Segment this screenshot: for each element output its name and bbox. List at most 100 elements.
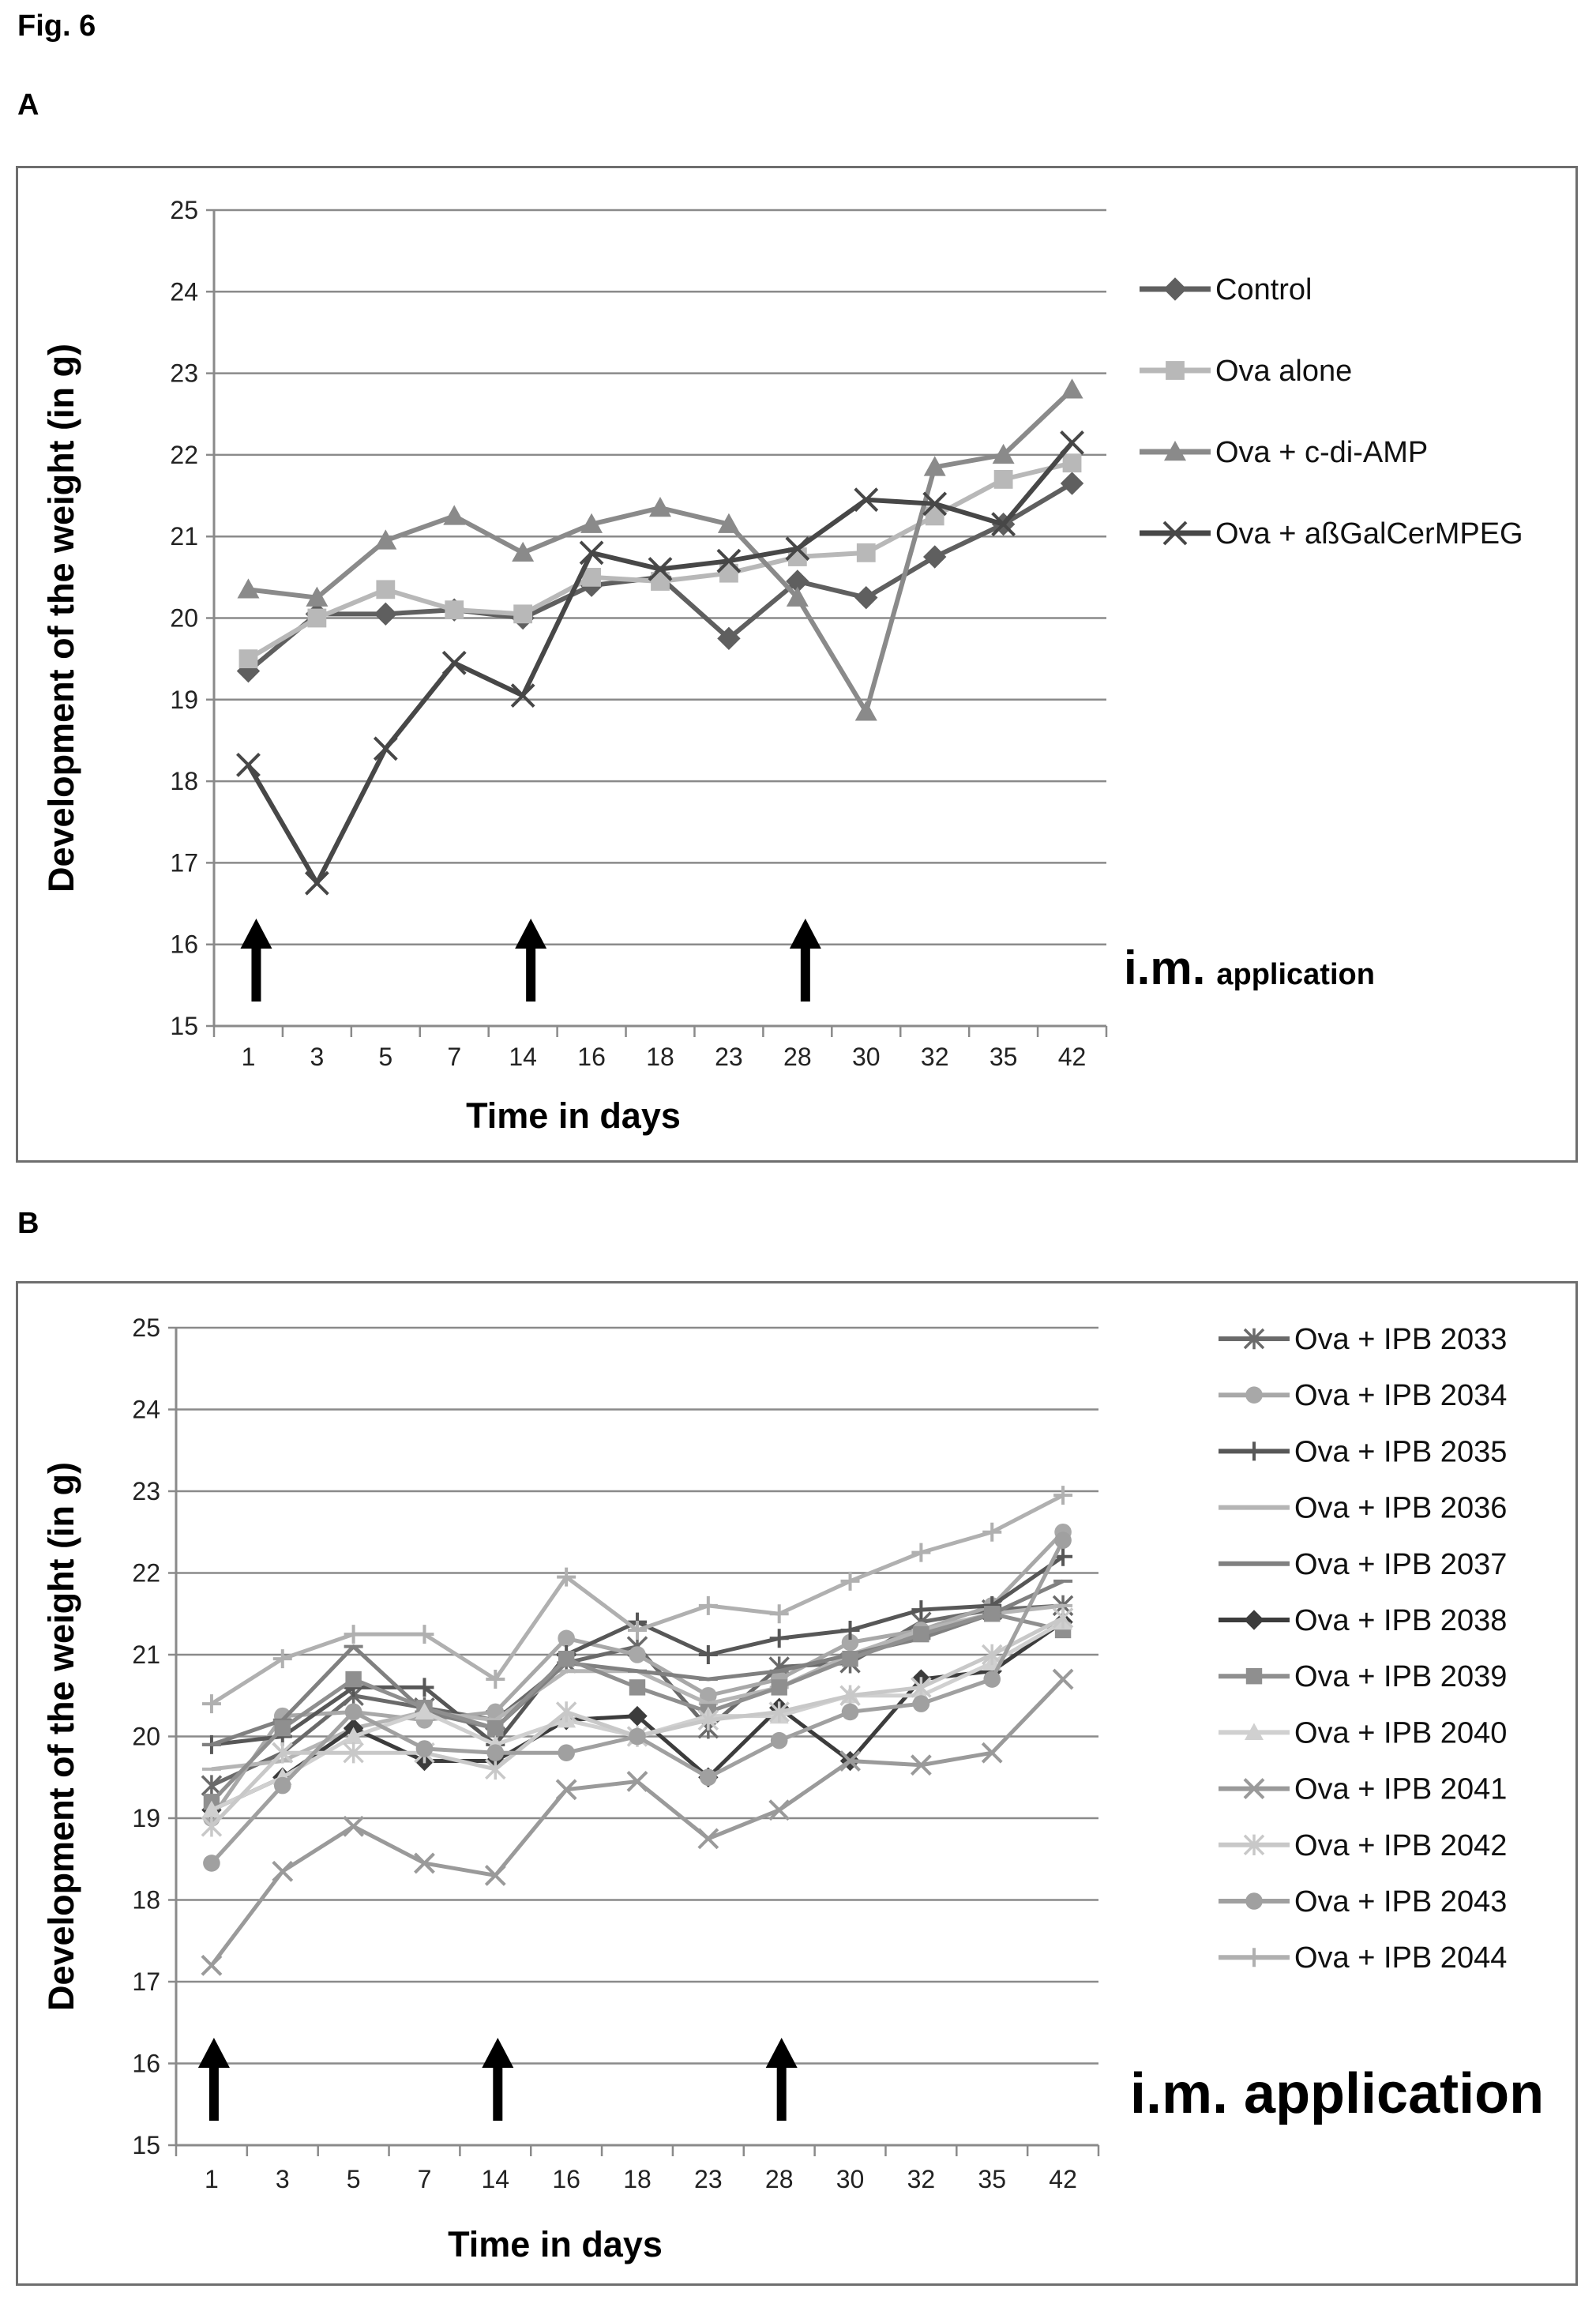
legend-marker — [1245, 1948, 1264, 1967]
data-point — [307, 608, 327, 628]
data-point — [913, 1625, 929, 1643]
data-point — [485, 1758, 506, 1780]
legend-marker — [1244, 1610, 1264, 1630]
panel-label-b: B — [17, 1207, 39, 1240]
data-point — [580, 513, 603, 533]
data-point — [700, 1768, 717, 1787]
data-point — [557, 1567, 576, 1587]
data-point — [510, 683, 535, 708]
x-tick-label: 5 — [378, 1043, 392, 1071]
data-point — [717, 626, 741, 651]
data-point — [487, 1719, 504, 1737]
legend-item-ova-ipb-2034: Ova + IPB 2034 — [1219, 1379, 1507, 1412]
series-line — [209, 1531, 1065, 1820]
x-tick-label: 1 — [205, 2165, 219, 2193]
data-point — [555, 1779, 577, 1801]
x-tick-label: 30 — [852, 1043, 881, 1071]
x-tick-label: 28 — [765, 2165, 794, 2193]
data-point — [513, 604, 533, 624]
data-point — [1061, 378, 1083, 399]
im-application-label: i.m. application — [1130, 2062, 1544, 2125]
x-tick-label: 23 — [694, 2165, 723, 2193]
data-point — [344, 1625, 363, 1644]
x-tick-label: 1 — [242, 1043, 256, 1071]
data-point — [201, 1775, 223, 1796]
x-tick-label: 18 — [623, 2165, 652, 2193]
data-point — [991, 512, 1016, 537]
x-tick-label: 7 — [447, 1043, 461, 1071]
y-tick-label: 16 — [170, 930, 198, 959]
legend-item-ova-ipb-2042: Ova + IPB 2042 — [1219, 1829, 1507, 1862]
y-tick-label: 15 — [132, 2131, 160, 2159]
data-point — [910, 1754, 932, 1776]
application-arrow — [765, 2038, 798, 2121]
legend-label: Ova + IPB 2037 — [1294, 1548, 1507, 1581]
data-point — [627, 1705, 648, 1727]
data-point — [983, 1671, 1001, 1688]
data-point — [841, 1703, 859, 1721]
x-tick-label: 35 — [978, 2165, 1006, 2193]
legend-label: Control — [1215, 273, 1312, 306]
data-point — [992, 443, 1015, 464]
arrow-head — [240, 919, 272, 949]
legend-label: Ova + IPB 2036 — [1294, 1492, 1507, 1525]
data-point — [201, 1800, 221, 1818]
data-point — [912, 1695, 930, 1712]
legend-label: Ova + IPB 2040 — [1294, 1716, 1507, 1749]
y-tick-label: 22 — [170, 441, 198, 469]
x-tick-label: 32 — [921, 1043, 949, 1071]
data-point — [236, 753, 261, 777]
data-point — [771, 1679, 787, 1696]
data-point — [343, 1742, 364, 1764]
data-point — [839, 1750, 861, 1772]
y-tick-label: 19 — [132, 1804, 160, 1832]
legend-label: Ova + IPB 2033 — [1294, 1323, 1507, 1356]
data-point — [512, 541, 535, 562]
data-point — [373, 736, 398, 761]
data-point — [981, 1742, 1003, 1764]
data-point — [343, 1815, 365, 1837]
data-point — [1052, 1668, 1074, 1690]
data-point — [415, 1678, 434, 1697]
data-point — [911, 1600, 931, 1620]
legend-marker — [1245, 1723, 1264, 1740]
data-point — [648, 557, 673, 581]
im-label-suffix: application — [1216, 958, 1375, 991]
data-point — [1060, 430, 1084, 455]
data-point — [786, 586, 809, 607]
data-point — [854, 701, 877, 721]
application-arrow — [789, 919, 821, 1002]
im-application-label: i.m. application — [1124, 941, 1375, 994]
x-tick-label: 5 — [347, 2165, 361, 2193]
data-point — [237, 578, 260, 599]
data-point — [272, 1860, 294, 1882]
data-point — [911, 1543, 931, 1562]
legend-marker — [1164, 441, 1186, 461]
data-point — [558, 1629, 575, 1648]
x-tick-label: 28 — [783, 1043, 812, 1071]
data-point — [415, 1740, 434, 1757]
data-point — [558, 1744, 575, 1761]
legend-item-ova-ipb-2038: Ova + IPB 2038 — [1219, 1604, 1507, 1637]
legend-label: Ova + IPB 2038 — [1294, 1604, 1507, 1637]
legend-item-ova-ipb-2035: Ova + IPB 2035 — [1219, 1435, 1507, 1468]
arrow-head — [482, 2038, 514, 2068]
x-tick-label: 32 — [907, 2165, 936, 2193]
x-tick-label: 35 — [990, 1043, 1018, 1071]
series-ova-ipb-2044 — [201, 1486, 1073, 1714]
legend-marker — [1245, 1441, 1264, 1461]
legend-item-ova-ipb-2039: Ova + IPB 2039 — [1219, 1660, 1507, 1693]
data-point — [443, 505, 466, 525]
data-point — [629, 1679, 646, 1696]
legend-marker — [1166, 361, 1185, 380]
legend-marker — [1243, 1778, 1265, 1800]
data-point — [415, 1702, 434, 1720]
data-point — [911, 1677, 932, 1698]
y-tick-label: 25 — [170, 196, 198, 224]
data-point — [1054, 1531, 1072, 1549]
x-tick-label: 18 — [646, 1043, 674, 1071]
data-point — [993, 469, 1013, 489]
data-point — [840, 1620, 860, 1640]
data-point — [982, 1522, 1002, 1542]
